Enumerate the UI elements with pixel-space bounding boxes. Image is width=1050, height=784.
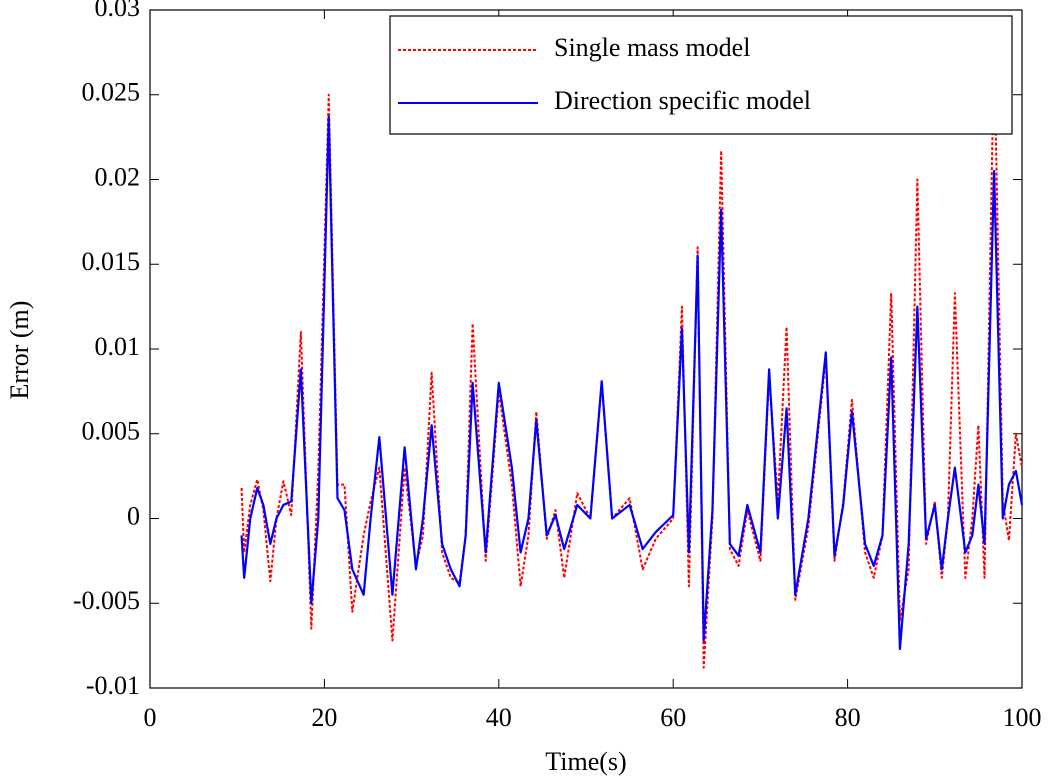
x-tick-label: 0: [144, 703, 157, 732]
y-tick-label: 0.02: [95, 162, 141, 191]
y-tick-label: -0.01: [86, 671, 140, 700]
y-tick-label: 0: [127, 501, 140, 530]
y-tick-label: -0.005: [73, 586, 140, 615]
x-axis-label: Time(s): [545, 747, 626, 776]
legend-label: Single mass model: [554, 33, 750, 62]
y-tick-label: 0.015: [82, 247, 141, 276]
series-line: [240, 115, 1024, 651]
x-tick-label: 20: [311, 703, 337, 732]
series-line: [240, 42, 1023, 669]
y-axis-label: Error (m): [5, 301, 34, 400]
y-tick-label: 0.005: [82, 417, 141, 446]
legend-box: [389, 15, 1013, 135]
x-tick-label: 40: [486, 703, 512, 732]
x-tick-label: 100: [1003, 703, 1042, 732]
y-tick-label: 0.025: [82, 78, 141, 107]
legend-label: Direction specific model: [554, 86, 811, 115]
x-tick-label: 80: [835, 703, 861, 732]
y-tick-label: 0.03: [95, 0, 141, 22]
x-tick-label: 60: [660, 703, 686, 732]
y-tick-label: 0.01: [95, 332, 141, 361]
